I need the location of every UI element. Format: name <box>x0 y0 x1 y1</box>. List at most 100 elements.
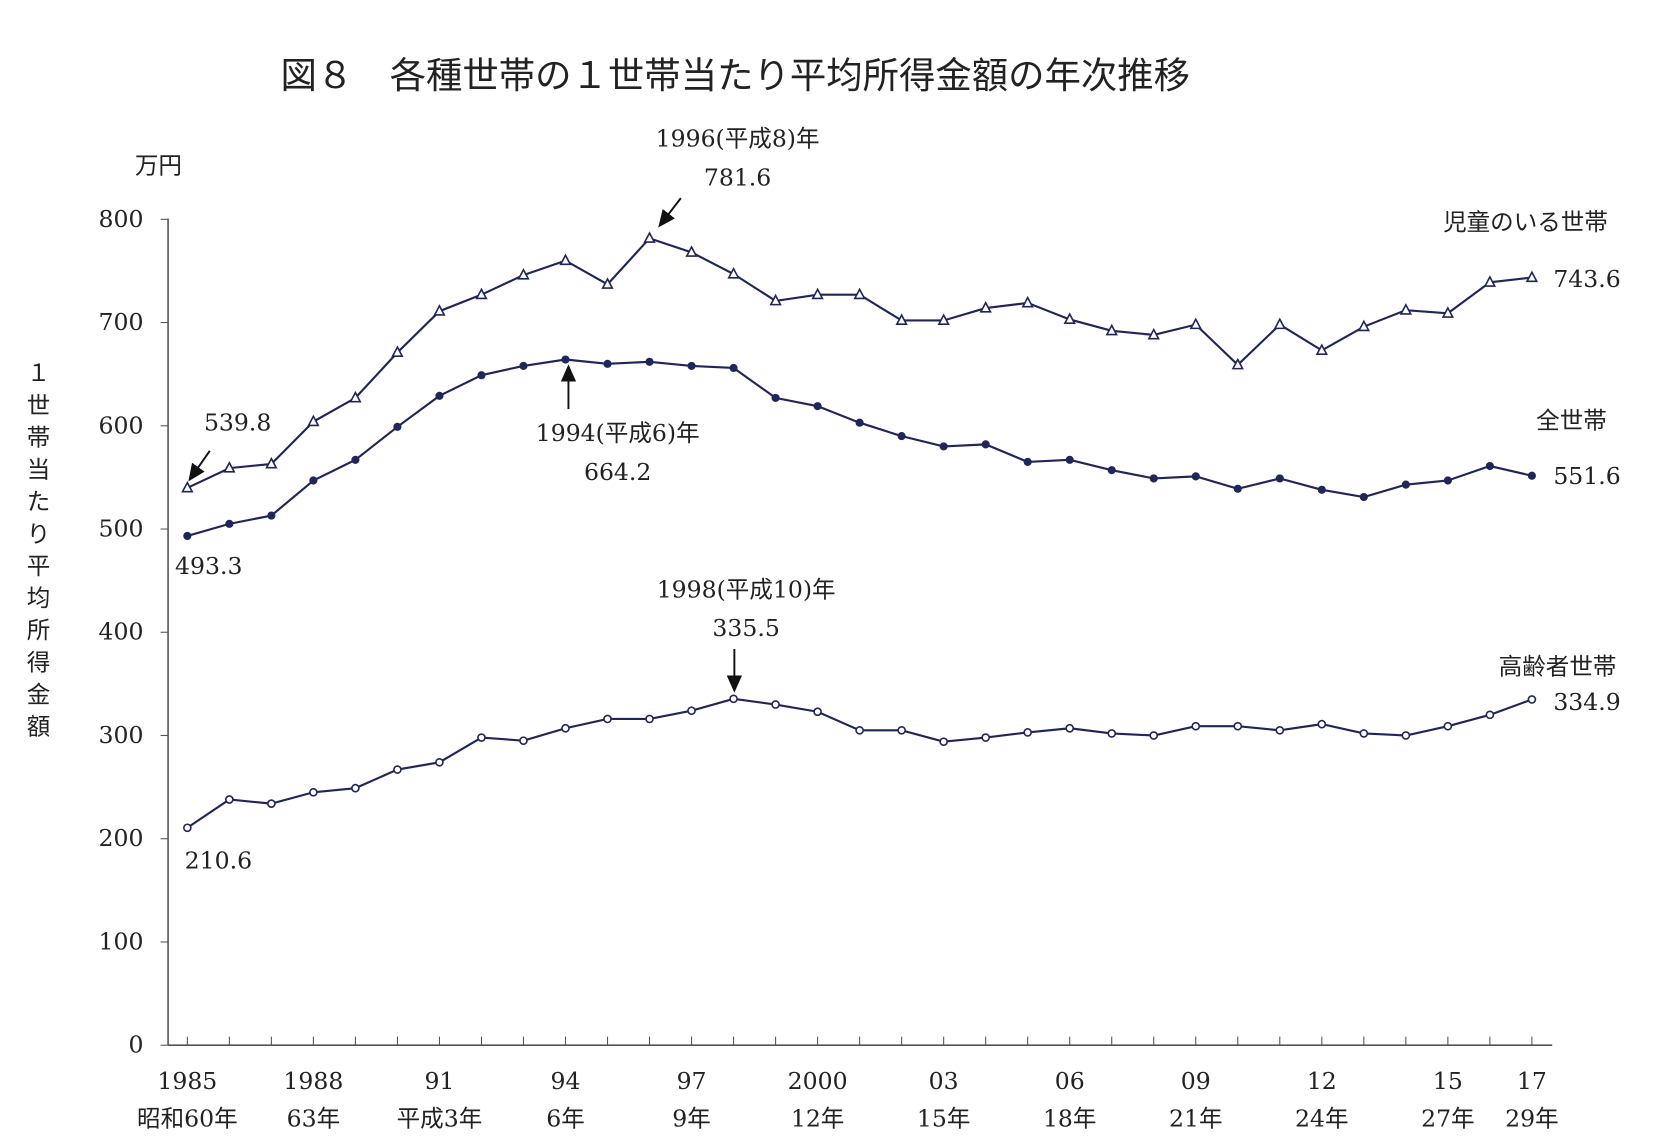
x-tick-label: 12 <box>1307 1067 1337 1095</box>
chart-title: 図８ 各種世帯の１世帯当たり平均所得金額の年次推移 <box>280 54 1190 97</box>
data-point <box>645 357 654 366</box>
data-point <box>181 480 194 493</box>
legend-label: 高齢者世帯 <box>1499 653 1617 681</box>
data-point <box>1105 323 1118 336</box>
data-point <box>895 313 908 326</box>
series-line <box>186 697 1533 829</box>
x-tick-label: 03 <box>929 1067 959 1095</box>
data-point <box>603 359 612 368</box>
data-point <box>1401 731 1411 740</box>
data-point <box>603 714 612 724</box>
data-point <box>435 757 444 767</box>
legend-label: 全世帯 <box>1536 406 1607 434</box>
data-point <box>1275 474 1284 483</box>
data-point <box>393 765 402 774</box>
x-tick-label: 15 <box>1433 1067 1463 1095</box>
y-tick-label: 500 <box>99 515 144 543</box>
data-point <box>687 706 696 716</box>
y-tick-label: 300 <box>99 721 144 749</box>
y-axis-label-char: 得 <box>27 648 51 676</box>
data-point <box>475 287 488 300</box>
data-point <box>1399 303 1413 315</box>
annotation-arrow <box>658 197 682 228</box>
data-point <box>225 795 234 804</box>
data-point <box>1315 343 1328 355</box>
y-unit: 万円 <box>135 151 182 179</box>
data-point <box>1191 472 1200 481</box>
data-point <box>477 371 486 380</box>
x-tick-sublabel: 21年 <box>1169 1105 1223 1133</box>
data-point <box>813 707 822 717</box>
y-axis-label: １ 世帯当たり平均所得金額 <box>27 359 51 740</box>
data-point <box>183 531 192 541</box>
x-tick-sublabel: 9年 <box>672 1105 711 1133</box>
data-point <box>1443 476 1452 485</box>
data-point <box>1485 710 1495 720</box>
data-point <box>351 783 360 793</box>
data-point <box>309 476 318 485</box>
data-point <box>517 267 530 280</box>
end-value-label: 334.9 <box>1553 688 1620 716</box>
data-point <box>937 313 950 326</box>
x-tick-label: 1985 <box>157 1067 217 1095</box>
data-point <box>393 422 402 431</box>
y-axis-label-char: り <box>27 520 51 548</box>
data-point <box>223 461 236 473</box>
data-point <box>433 304 446 316</box>
y-tick-label: 600 <box>99 411 144 439</box>
data-point <box>307 414 320 427</box>
y-tick-label: 800 <box>99 205 144 233</box>
annotation-value: 335.5 <box>712 614 779 642</box>
data-point <box>1147 327 1160 340</box>
data-point <box>981 733 991 742</box>
y-tick-label: 700 <box>99 308 144 336</box>
y-axis-label-char: 帯 <box>27 423 51 451</box>
data-point <box>1275 725 1285 735</box>
x-tick-label: 09 <box>1181 1067 1211 1095</box>
data-point <box>1359 729 1369 738</box>
x-tick-sublabel: 昭和60年 <box>137 1105 238 1133</box>
data-point <box>769 293 782 306</box>
legend-label: 児童のいる世帯 <box>1443 208 1608 236</box>
data-point <box>435 391 444 400</box>
y-axis-label-char: 平 <box>27 552 51 580</box>
y-axis-label-char: 額 <box>27 713 51 741</box>
data-point <box>771 393 780 402</box>
series-dot: 全世帯 551.6 <box>183 355 1621 541</box>
annotation-text: 1998(平成10)年 <box>657 576 836 604</box>
series-line <box>186 237 1533 489</box>
x-tick-label: 17 <box>1517 1067 1547 1095</box>
data-point <box>601 277 614 289</box>
y-tick-label: 0 <box>128 1031 143 1059</box>
data-point <box>813 402 822 411</box>
data-point <box>855 725 864 735</box>
x-tick-sublabel: 63年 <box>287 1105 341 1133</box>
data-point <box>519 361 528 370</box>
data-point <box>1359 492 1368 502</box>
data-point <box>1191 721 1201 731</box>
y-axis-label-char: １ <box>27 359 51 387</box>
x-tick-sublabel: 平成3年 <box>397 1105 483 1133</box>
data-point <box>729 363 738 373</box>
data-point <box>687 361 696 370</box>
x-tick-label: 97 <box>677 1067 707 1095</box>
x-tick-label: 06 <box>1055 1067 1085 1095</box>
x-tick-label: 1988 <box>283 1067 343 1095</box>
data-point <box>1021 295 1034 308</box>
series-group: 児童のいる世帯 743.6 全世帯 551.6 高齢者世帯 334.9 <box>181 208 1621 833</box>
data-point <box>225 519 234 528</box>
data-point <box>1107 466 1116 475</box>
y-axis-label-char: た <box>27 488 51 516</box>
x-tick-sublabel: 6年 <box>546 1105 585 1133</box>
x-tick-sublabel: 29年 <box>1505 1105 1559 1133</box>
annotation-text: 1996(平成8)年 <box>656 125 820 153</box>
data-point <box>685 245 698 257</box>
axes: 0 100 200 300 400 500 600 700 800 1985 昭和60年 1988 63… <box>99 205 1559 1133</box>
data-point <box>1441 306 1455 318</box>
data-point <box>267 799 276 808</box>
data-point <box>1023 457 1032 466</box>
data-point <box>1233 721 1243 731</box>
data-point <box>1065 723 1075 733</box>
series-circle: 高齢者世帯 334.9 <box>183 653 1621 833</box>
